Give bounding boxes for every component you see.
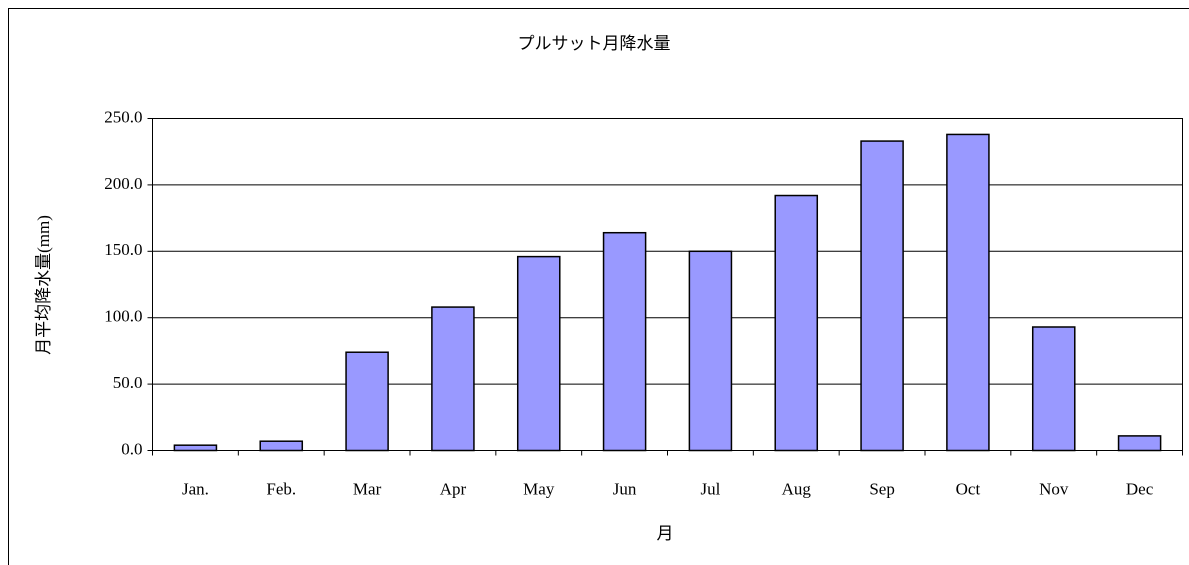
plot-area [152,118,1183,451]
x-tick-label: Dec [1126,479,1154,498]
bar [173,444,218,452]
x-axis-label: 月 [657,524,674,543]
bar [688,250,733,452]
bar [774,194,819,452]
x-tick-label: May [523,479,555,498]
y-tick-label: 100.0 [104,307,142,326]
y-tick-label: 50.0 [113,373,143,392]
x-tick-label: Oct [956,479,981,498]
y-tick-label: 250.0 [104,107,142,126]
x-tick-label: Jul [700,479,720,498]
bar [516,255,561,452]
chart-title: プルサット月降水量 [518,34,671,53]
y-tick-label: 200.0 [104,174,142,193]
bar [602,231,647,452]
x-tick-label: Feb. [266,479,296,498]
x-tick-label: Mar [353,479,382,498]
y-axis-label: 月平均降水量(mm) [34,215,53,355]
y-tick-label: 150.0 [104,240,142,259]
x-tick-label: Sep [869,479,895,498]
bar [259,440,304,452]
bar [946,133,990,452]
bar [1031,326,1076,452]
x-tick-label: Apr [440,479,467,498]
bar [860,140,904,452]
x-tick-label: Aug [782,479,812,498]
bar [345,351,389,452]
x-tick-label: Nov [1039,479,1069,498]
bar [1117,435,1162,452]
x-tick-label: Jan. [182,479,209,498]
y-tick-label: 0.0 [121,439,142,458]
bar [431,306,475,452]
x-tick-label: Jun [613,479,637,498]
